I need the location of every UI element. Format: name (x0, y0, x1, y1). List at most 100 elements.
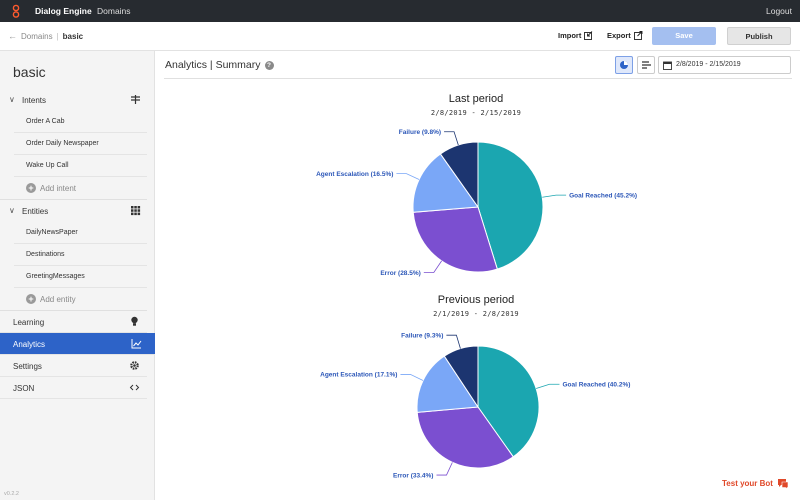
entity-label: DailyNewsPaper (26, 229, 78, 236)
import-button[interactable]: Import (558, 31, 593, 40)
divider (164, 78, 792, 79)
pie-view-button[interactable] (615, 56, 633, 74)
entity-item[interactable]: DailyNewsPaper (14, 222, 147, 244)
label-leader-line (446, 334, 461, 349)
app-name[interactable]: Dialog Engine (35, 6, 92, 16)
pie-charts: Goal Reached (45.2%) Error (28.5%) Agent E… (316, 129, 637, 479)
add-intent-button[interactable]: + Add intent (26, 183, 76, 193)
slice-label: Failure (9.8%) (399, 129, 441, 136)
entity-item[interactable]: Destinations (14, 244, 147, 266)
export-icon (633, 31, 643, 40)
chevron-down-icon[interactable]: ∨ (9, 206, 15, 215)
label-leader-line (536, 383, 560, 389)
plus-icon: + (26, 183, 36, 193)
nav-analytics[interactable]: Analytics (0, 333, 155, 355)
entities-section-header[interactable]: ∨ Entities (0, 200, 147, 222)
plus-icon: + (26, 294, 36, 304)
intent-label: Order Daily Newspaper (26, 140, 99, 147)
breadcrumb-domains[interactable]: Domains (21, 31, 53, 41)
main-panel: Analytics | Summary ? 2/8/2019 - 2/15/20… (156, 51, 800, 500)
divider (0, 199, 147, 200)
nav-domains-link[interactable]: Domains (97, 6, 131, 16)
bar-view-button[interactable] (637, 56, 655, 74)
pie-chart-icon (620, 61, 628, 69)
page-title: Analytics | Summary ? (165, 59, 274, 71)
publish-button[interactable]: Publish (727, 27, 791, 45)
calendar-icon (663, 61, 672, 70)
slice-label: Goal Reached (40.2%) (562, 382, 630, 389)
chat-bubble-icon (777, 479, 789, 489)
nav-json[interactable]: JSON (0, 377, 147, 399)
slice-label: Error (28.5%) (380, 270, 420, 277)
date-range-text: 2/8/2019 - 2/15/2019 (676, 61, 741, 68)
label-leader-line (436, 462, 453, 476)
pie-slice[interactable] (477, 141, 544, 270)
export-label: Export (607, 31, 631, 40)
nav-label: Settings (13, 362, 42, 371)
export-button[interactable]: Export (607, 31, 643, 40)
slice-label: Error (33.4%) (393, 472, 433, 479)
pie-slice[interactable] (412, 206, 498, 273)
pie-slice[interactable] (439, 141, 479, 209)
pie-slice[interactable] (443, 345, 479, 409)
intent-item[interactable]: Order A Cab (14, 111, 147, 133)
breadcrumb-current: basic (62, 31, 84, 41)
add-entity-button[interactable]: + Add entity (26, 294, 76, 304)
domain-title: basic (13, 64, 46, 80)
version-label: v0.2.2 (4, 491, 19, 497)
label-leader-line (542, 194, 567, 198)
lightbulb-icon (131, 316, 138, 326)
label-leader-line (444, 131, 459, 146)
label-leader-line (396, 173, 420, 180)
intents-icon (131, 95, 140, 104)
intents-label: Intents (22, 96, 47, 105)
test-your-bot-button[interactable]: Test your Bot (722, 478, 789, 489)
nav-label: Analytics (13, 340, 46, 349)
app-logo-icon[interactable] (10, 4, 22, 18)
toolbar: ← Domains | basic Import Export Save Pub… (0, 22, 800, 51)
logout-link[interactable]: Logout (766, 6, 792, 16)
add-intent-label: Add intent (40, 183, 77, 193)
top-bar: Dialog Engine Domains Logout (0, 0, 800, 22)
grid-icon (131, 206, 141, 216)
intent-item[interactable]: Wake Up Call (14, 155, 147, 177)
import-label: Import (558, 31, 582, 40)
breadcrumb: ← Domains | basic (8, 31, 83, 41)
chart-subtitle: 2/8/2019 - 2/15/2019 (430, 109, 522, 117)
back-arrow-icon[interactable]: ← (8, 31, 17, 41)
code-icon (129, 384, 140, 391)
pie-slice[interactable] (412, 153, 479, 213)
sidebar: basic ∨ Intents Order A Cab Order Daily … (0, 51, 155, 500)
chevron-down-icon[interactable]: ∨ (9, 95, 15, 104)
entity-label: GreetingMessages (26, 273, 85, 280)
intent-label: Order A Cab (26, 118, 65, 125)
help-icon[interactable]: ? (264, 60, 274, 70)
label-leader-line (423, 260, 442, 273)
gear-icon (130, 361, 139, 370)
nav-label: Learning (13, 318, 45, 327)
slice-label: Agent Escalation (16.5%) (316, 171, 393, 178)
nav-learning[interactable]: Learning (0, 311, 147, 333)
chart-title: Last period (448, 93, 504, 105)
save-button[interactable]: Save (652, 27, 716, 45)
page-title-text: Analytics | Summary (165, 59, 261, 71)
breadcrumb-separator: | (56, 31, 59, 41)
entity-label: Destinations (26, 251, 65, 258)
chart-subtitle: 2/1/2019 - 2/8/2019 (433, 310, 519, 318)
label-leader-line (400, 374, 424, 381)
bar-chart-icon (642, 61, 651, 69)
slice-label: Agent Escalation (17.1%) (320, 372, 397, 379)
date-range-picker[interactable]: 2/8/2019 - 2/15/2019 (658, 56, 791, 74)
intent-label: Wake Up Call (26, 162, 69, 169)
divider (0, 310, 147, 311)
intent-item[interactable]: Order Daily Newspaper (14, 133, 147, 155)
pie-slice[interactable] (416, 355, 479, 413)
nav-settings[interactable]: Settings (0, 355, 147, 377)
import-icon (584, 31, 593, 40)
nav-label: JSON (13, 384, 35, 393)
intents-section-header[interactable]: ∨ Intents (0, 89, 147, 111)
test-bot-label: Test your Bot (722, 479, 773, 488)
entities-label: Entities (22, 207, 49, 216)
entity-item[interactable]: GreetingMessages (14, 266, 147, 288)
slice-label: Goal Reached (45.2%) (569, 192, 637, 199)
